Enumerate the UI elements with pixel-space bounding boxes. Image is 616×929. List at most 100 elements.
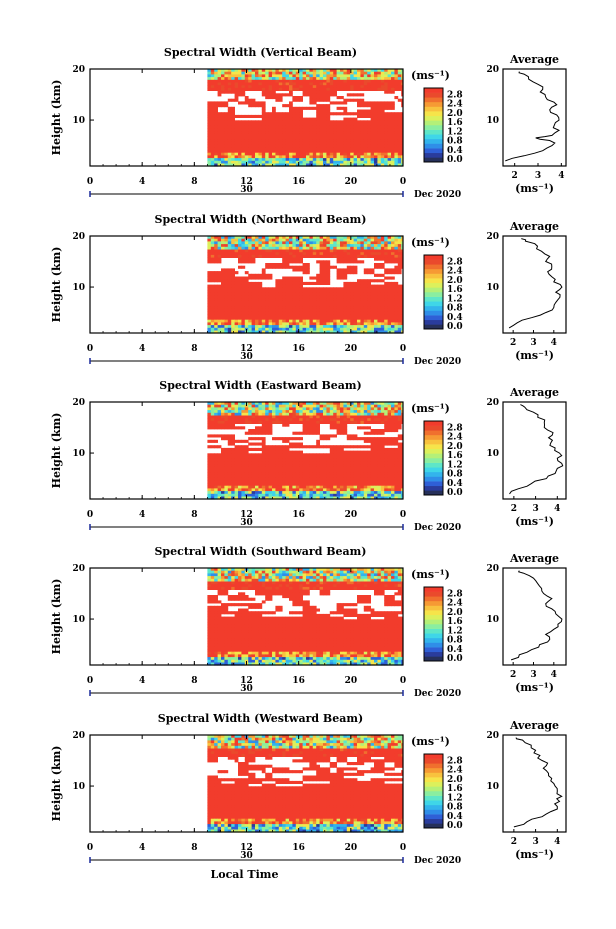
- heatmap-cell: [326, 90, 331, 94]
- heatmap-cell: [238, 241, 242, 245]
- heatmap-cell: [295, 238, 300, 242]
- heatmap-cell: [343, 260, 348, 264]
- heatmap-cell: [319, 93, 324, 97]
- heatmap-cell: [360, 461, 365, 465]
- heatmap-cell: [282, 158, 286, 162]
- heatmap-cell: [255, 447, 259, 451]
- heatmap-cell: [292, 327, 297, 331]
- heatmap-cell: [285, 469, 290, 473]
- heatmap-cell: [367, 279, 371, 283]
- heatmap-cell: [370, 87, 375, 91]
- heatmap-cell: [244, 439, 249, 443]
- heatmap-cell: [391, 453, 395, 457]
- heatmap-cell: [251, 236, 256, 240]
- heatmap-cell: [289, 241, 293, 245]
- heatmap-cell: [384, 150, 388, 154]
- heatmap-cell: [244, 136, 249, 140]
- colorbar-segment: [424, 319, 443, 325]
- heatmap-cell: [231, 314, 235, 318]
- heatmap-cell: [326, 325, 331, 329]
- heatmap-cell: [360, 456, 365, 460]
- heatmap-cell: [360, 236, 365, 240]
- heatmap-cell: [370, 325, 375, 329]
- heatmap-cell: [360, 418, 365, 422]
- heatmap-cell: [323, 79, 327, 83]
- heatmap-cell: [377, 158, 382, 162]
- heatmap-cell: [326, 114, 331, 118]
- heatmap-cell: [309, 453, 314, 457]
- heatmap-cell: [224, 404, 229, 408]
- heatmap-cell: [241, 453, 246, 457]
- heatmap-cell: [251, 412, 256, 416]
- heatmap-cell: [299, 254, 303, 258]
- heatmap-cell: [333, 426, 337, 430]
- heatmap-cell: [323, 106, 327, 110]
- heatmap-cell: [255, 141, 259, 145]
- heatmap-cell: [340, 447, 344, 451]
- heatmap-cell: [353, 464, 358, 468]
- heatmap-cell: [309, 147, 314, 151]
- heatmap-cell: [295, 85, 300, 89]
- heatmap-cell: [214, 163, 218, 167]
- heatmap-cell: [312, 464, 317, 468]
- heatmap-cell: [370, 306, 375, 310]
- heatmap-cell: [299, 284, 303, 288]
- heatmap-cell: [340, 450, 344, 454]
- heatmap-cell: [357, 450, 361, 454]
- heatmap-cell: [289, 246, 293, 250]
- heatmap-cell: [224, 101, 229, 105]
- heatmap-cell: [268, 464, 273, 468]
- heatmap-cell: [275, 412, 280, 416]
- heatmap-cell: [374, 112, 378, 116]
- heatmap-cell: [312, 295, 317, 299]
- heatmap-cell: [306, 404, 310, 408]
- heatmap-cell: [268, 469, 273, 473]
- heatmap-cell: [306, 311, 310, 315]
- heatmap-cell: [234, 158, 239, 162]
- heatmap-cell: [333, 464, 337, 468]
- heatmap-cell: [374, 287, 378, 291]
- heatmap-cell: [319, 106, 324, 110]
- heatmap-cell: [255, 404, 259, 408]
- heatmap-cell: [353, 453, 358, 457]
- heatmap-cell: [295, 155, 300, 159]
- heatmap-cell: [268, 82, 273, 86]
- heatmap-cell: [282, 93, 286, 97]
- heatmap-cell: [217, 279, 222, 283]
- heatmap-cell: [391, 442, 395, 446]
- heatmap-cell: [306, 298, 310, 302]
- heatmap-cell: [363, 147, 368, 151]
- heatmap-cell: [241, 469, 246, 473]
- heatmap-cell: [394, 447, 399, 451]
- heatmap-cell: [360, 311, 365, 315]
- heatmap-cell: [251, 85, 256, 89]
- heatmap-cell: [306, 71, 310, 75]
- heatmap-cell: [326, 236, 331, 240]
- heatmap-cell: [343, 306, 348, 310]
- heatmap-cell: [244, 325, 249, 329]
- heatmap-cell: [221, 90, 225, 94]
- heatmap-cell: [224, 456, 229, 460]
- heatmap-cell: [224, 330, 229, 334]
- heatmap-cell: [370, 79, 375, 83]
- heatmap-cell: [295, 295, 300, 299]
- heatmap-cell: [224, 407, 229, 411]
- heatmap-cell: [360, 112, 365, 116]
- heatmap-cell: [363, 241, 368, 245]
- heatmap-cell: [306, 469, 310, 473]
- heatmap-cell: [214, 306, 218, 310]
- heatmap-cell: [319, 281, 324, 285]
- heatmap-cell: [367, 300, 371, 304]
- heatmap-cell: [238, 469, 242, 473]
- heatmap-cell: [261, 139, 266, 143]
- heatmap-cell: [295, 141, 300, 145]
- heatmap-cell: [224, 246, 229, 250]
- heatmap-cell: [357, 402, 361, 406]
- heatmap-cell: [282, 464, 286, 468]
- heatmap-cell: [353, 265, 358, 269]
- heatmap-cell: [265, 458, 269, 462]
- heatmap-cell: [360, 458, 365, 462]
- heatmap-cell: [272, 300, 276, 304]
- heatmap-cell: [251, 407, 256, 411]
- heatmap-cell: [292, 420, 297, 424]
